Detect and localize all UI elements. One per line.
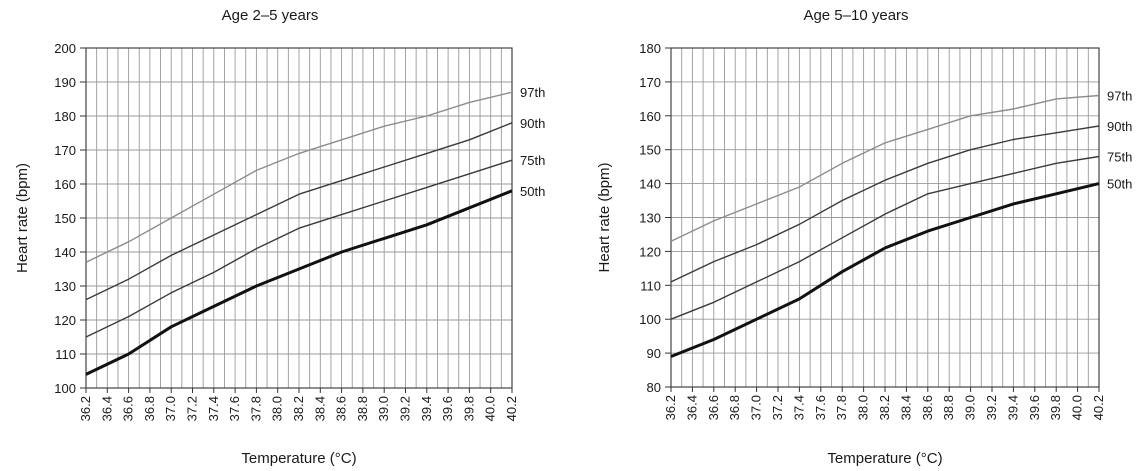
series-line-50th	[670, 182, 1100, 358]
series-label-90th: 90th	[1107, 119, 1132, 134]
x-tick-label: 37.4	[791, 395, 806, 420]
x-tick-label: 38.0	[270, 396, 285, 421]
y-tick-label: 130	[54, 279, 76, 294]
series-label-75th: 75th	[520, 153, 545, 168]
x-tick-label: 37.4	[206, 396, 221, 421]
series-label-97th: 97th	[520, 85, 545, 100]
y-tick-label: 160	[54, 177, 76, 192]
x-tick-label: 36.8	[142, 396, 157, 421]
chart-age-2-5: Age 2–5 years 100 110 120 130 140 150 160 170 180…	[14, 7, 545, 467]
x-tick-label: 37.2	[185, 396, 200, 421]
y-tick-label: 110	[640, 278, 661, 293]
chart-title: Age 5–10 years	[803, 7, 908, 24]
x-axis-label: Temperature (°C)	[827, 450, 942, 467]
x-axis-label: Temperature (°C)	[241, 450, 356, 467]
y-axis-label: Heart rate (bpm)	[14, 163, 31, 273]
x-tick-label: 36.6	[121, 396, 136, 421]
x-tick-label: 39.4	[419, 396, 434, 421]
x-tick-label: 36.6	[706, 395, 721, 420]
x-tick-label: 40.0	[1070, 395, 1085, 420]
y-tick-label: 160	[639, 109, 661, 124]
x-tick-label: 39.8	[461, 396, 476, 421]
x-tick-label: 38.8	[941, 395, 956, 420]
x-tick-label: 38.4	[312, 396, 327, 421]
y-tick-label: 100	[54, 381, 76, 396]
x-tick-label: 37.0	[163, 396, 178, 421]
x-tick-label: 36.2	[663, 395, 678, 420]
x-tick-label: 40.2	[1091, 395, 1106, 420]
x-tick-label: 37.8	[248, 396, 263, 421]
series-line-75th	[670, 155, 1100, 320]
x-tick-label: 36.4	[684, 395, 699, 420]
series-label-97th: 97th	[1107, 88, 1132, 103]
x-tick-label: 37.0	[749, 395, 764, 420]
series-label-50th: 50th	[520, 184, 545, 199]
series-line-90th	[670, 125, 1100, 283]
series-line-90th	[85, 122, 513, 301]
x-tick-label: 38.6	[334, 396, 349, 421]
y-tick-label: 120	[639, 244, 661, 259]
x-tick-label: 39.2	[398, 396, 413, 421]
y-tick-label: 200	[54, 41, 76, 56]
x-tick-label: 38.0	[856, 395, 871, 420]
chart-title: Age 2–5 years	[222, 7, 319, 24]
x-tick-label: 38.2	[291, 396, 306, 421]
x-tick-label: 39.6	[440, 396, 455, 421]
y-tick-label: 120	[54, 313, 76, 328]
x-tick-label: 39.8	[1048, 395, 1063, 420]
x-tick-label: 39.0	[376, 396, 391, 421]
y-tick-label: 150	[54, 211, 76, 226]
y-tick-label: 180	[639, 41, 661, 56]
x-tick-label: 37.6	[227, 396, 242, 421]
x-tick-label: 37.8	[834, 395, 849, 420]
x-tick-label: 40.0	[483, 396, 498, 421]
y-tick-label: 170	[54, 143, 76, 158]
x-tick-label: 40.2	[504, 396, 519, 421]
x-tick-label: 39.6	[1027, 395, 1042, 420]
y-tick-label: 100	[639, 312, 661, 327]
x-tick-label: 38.6	[920, 395, 935, 420]
y-tick-label: 140	[54, 245, 76, 260]
x-tick-label: 36.2	[78, 396, 93, 421]
x-tick-label: 38.4	[898, 395, 913, 420]
series-line-97th	[85, 91, 513, 263]
y-tick-label: 140	[639, 177, 661, 192]
grid-lines	[85, 47, 513, 389]
x-tick-label: 37.6	[813, 395, 828, 420]
y-tick-label: 130	[639, 211, 661, 226]
series-line-50th	[85, 189, 513, 376]
x-tick-label: 36.8	[727, 395, 742, 420]
x-tick-label: 39.2	[984, 395, 999, 420]
y-tick-label: 110	[55, 347, 76, 362]
series-label-75th: 75th	[1107, 149, 1132, 164]
x-tick-label: 39.0	[963, 395, 978, 420]
y-tick-label: 180	[54, 109, 76, 124]
x-tick-label: 37.2	[770, 395, 785, 420]
y-axis-label: Heart rate (bpm)	[596, 162, 613, 272]
y-tick-label: 80	[647, 380, 661, 395]
x-tick-label: 39.4	[1005, 395, 1020, 420]
series-label-50th: 50th	[1107, 177, 1132, 192]
series-label-90th: 90th	[520, 116, 545, 131]
y-tick-label: 170	[639, 75, 661, 90]
y-tick-label: 150	[639, 143, 661, 158]
y-tick-label: 90	[647, 346, 661, 361]
y-tick-label: 190	[54, 75, 76, 90]
series-line-97th	[670, 94, 1100, 242]
x-tick-label: 36.4	[99, 396, 114, 421]
series-line-75th	[85, 159, 513, 338]
x-tick-label: 38.2	[877, 395, 892, 420]
grid-lines	[670, 47, 1100, 388]
x-tick-label: 38.8	[355, 396, 370, 421]
chart-age-5-10: Age 5–10 years 80 90 100 110 120 130 140 150 160 1…	[596, 7, 1132, 467]
